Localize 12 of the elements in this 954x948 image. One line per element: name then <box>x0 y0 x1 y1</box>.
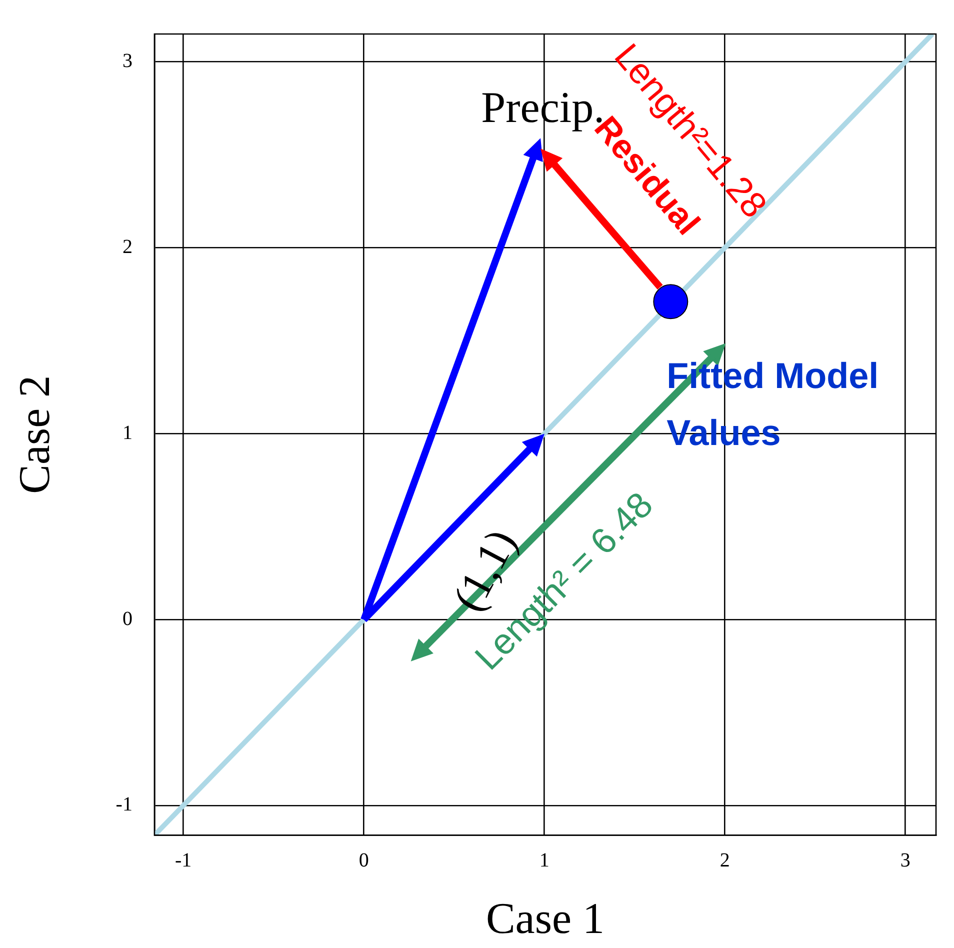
x-tick-label: 0 <box>358 849 369 872</box>
x-tick-label: -1 <box>175 849 192 872</box>
y-axis-title: Case 2 <box>10 375 59 494</box>
y-tick-label: -1 <box>116 794 132 816</box>
x-tick-label: 2 <box>720 849 730 872</box>
y-tick-label: 2 <box>122 236 132 258</box>
y-tick-label: 0 <box>122 608 132 630</box>
x-tick-label: 3 <box>900 849 910 872</box>
x-axis-title: Case 1 <box>486 894 604 944</box>
x-tick-label: 1 <box>539 849 550 872</box>
y-tick-label: 1 <box>122 422 132 444</box>
y-tick-label: 3 <box>122 50 132 72</box>
